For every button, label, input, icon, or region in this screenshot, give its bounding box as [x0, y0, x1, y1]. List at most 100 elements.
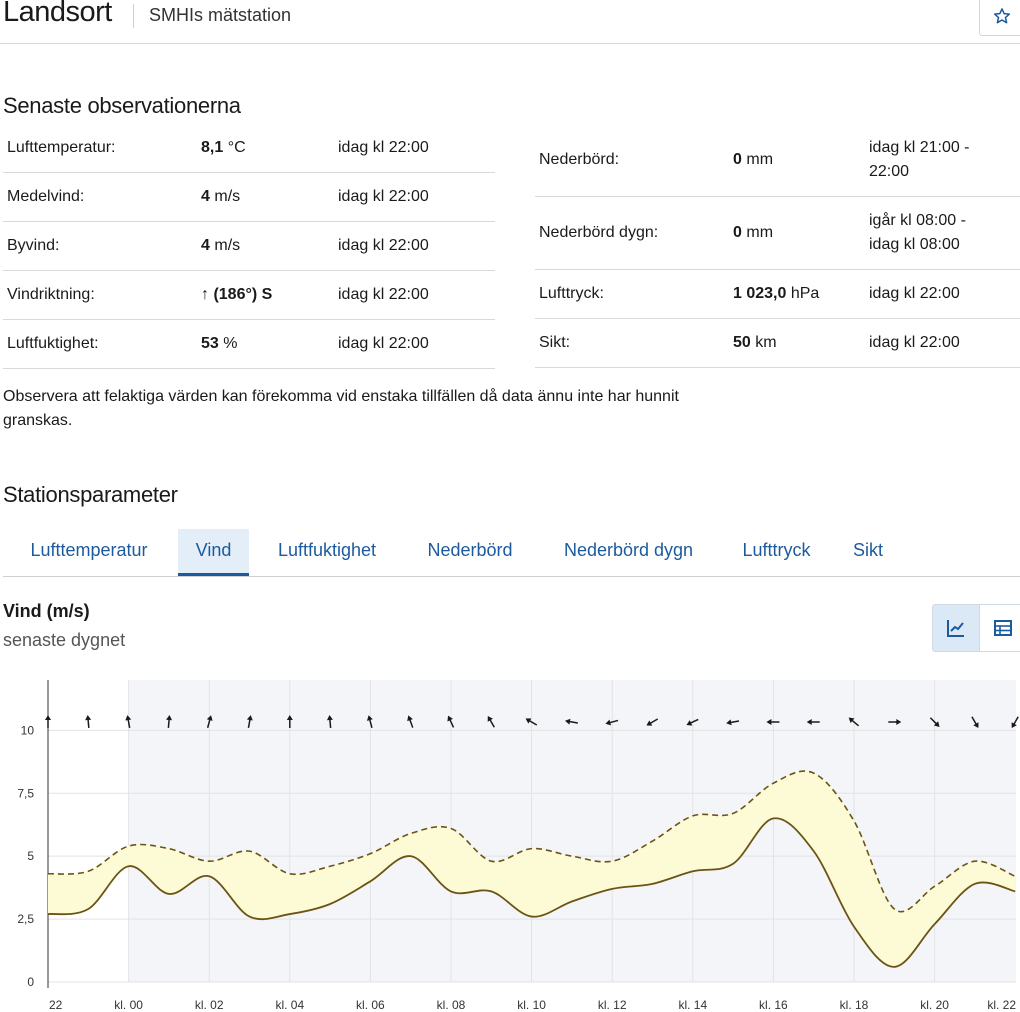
x-tick-label: kl. 22 — [987, 998, 1016, 1012]
wind-direction-arrow — [888, 719, 902, 725]
x-tick-label: kl. 10 — [517, 998, 546, 1012]
header-divider — [133, 4, 134, 28]
wind-direction-arrow — [206, 715, 213, 728]
observation-time: idag kl 21:00 - — [869, 139, 970, 156]
station-type-label: SMHIs mätstation — [149, 5, 292, 25]
observation-time: idag kl 22:00 — [338, 188, 429, 205]
observation-label: Medelvind: — [7, 188, 85, 205]
observation-row: Lufttryck: 1 023,0 hPa idag kl 22:00 — [535, 270, 1020, 319]
data-disclaimer: Observera att felaktiga värden kan förek… — [3, 388, 679, 429]
view-toggle — [932, 604, 1020, 652]
observation-row: Vindriktning: ↑ (186°) S idag kl 22:00 — [3, 271, 495, 320]
wind-direction-arrow — [85, 715, 92, 729]
observation-label: Nederbörd: — [539, 151, 620, 168]
observation-time: idag kl 22:00 — [338, 335, 429, 352]
x-tick-label: kl. 16 — [759, 998, 788, 1012]
chart-view-button[interactable] — [933, 605, 979, 651]
wind-direction-arrow — [1011, 716, 1019, 729]
wind-chart: 0 2,5 5 7,5 10 22 kl. 00 kl. 02 kl. 04 kl. 06 kl. … — [17, 680, 1019, 1012]
wind-band-area — [48, 771, 1016, 967]
wind-direction-arrow — [726, 719, 740, 726]
x-tick-label: kl. 18 — [840, 998, 869, 1012]
wind-direction-arrow — [525, 718, 538, 726]
wind-direction-arrow — [407, 715, 414, 728]
line-chart-icon — [947, 620, 964, 637]
gust-line — [47, 770, 1016, 913]
observation-label: Sikt: — [539, 334, 571, 351]
y-tick-label: 5 — [27, 849, 34, 863]
observation-value: 53 % — [201, 335, 238, 352]
wind-direction-arrow — [246, 715, 253, 729]
x-tick-label: kl. 06 — [356, 998, 385, 1012]
chart-subtitle: senaste dygnet — [3, 630, 126, 650]
y-tick-label: 2,5 — [17, 912, 34, 926]
wind-direction-arrow — [929, 717, 940, 727]
wind-direction-arrow — [487, 715, 495, 728]
wind-direction-arrow — [45, 715, 51, 728]
observation-label: Luftfuktighet: — [7, 335, 99, 352]
tab-nederbord-dygn[interactable]: Nederbörd dygn — [563, 540, 694, 560]
wind-direction-arrow — [806, 719, 820, 725]
wind-direction-arrow — [565, 718, 578, 725]
x-tick-label: 22 — [49, 998, 63, 1012]
wind-direction-arrow — [646, 718, 659, 726]
favorite-button[interactable] — [979, 0, 1020, 36]
observations-title: Senaste observationerna — [3, 93, 241, 118]
y-tick-label: 0 — [27, 975, 34, 989]
observation-label: Lufttryck: — [539, 285, 604, 302]
wind-direction-arrow — [326, 715, 333, 729]
x-tick-label: kl. 20 — [920, 998, 949, 1012]
x-tick-label: kl. 08 — [437, 998, 466, 1012]
x-tick-label: kl. 14 — [678, 998, 707, 1012]
observation-label: Vindriktning: — [7, 286, 95, 303]
wind-direction-arrow — [166, 715, 173, 729]
tab-nederbord[interactable]: Nederbörd — [427, 540, 513, 560]
tab-lufttemperatur[interactable]: Lufttemperatur — [30, 540, 148, 560]
wind-direction-arrow — [605, 719, 619, 726]
observation-label: Byvind: — [7, 237, 60, 254]
observation-label: Lufttemperatur: — [7, 139, 116, 156]
page-title: Landsort — [3, 0, 112, 28]
x-tick-label: kl. 12 — [598, 998, 627, 1012]
observation-value: 4 m/s — [201, 237, 241, 254]
observation-row: Sikt: 50 km idag kl 22:00 — [535, 319, 1020, 368]
chart-title: Vind (m/s) — [3, 601, 90, 621]
observation-row: Byvind: 4 m/s idag kl 22:00 — [3, 222, 495, 271]
wind-direction-arrow — [686, 718, 699, 726]
observation-value: 0 mm — [733, 151, 774, 168]
observation-time: idag kl 22:00 — [338, 286, 429, 303]
observation-row: Nederbörd: 0 mm idag kl 21:00 - 22:00 — [535, 124, 1020, 197]
wind-direction-arrow — [125, 715, 132, 729]
wind-direction-arrow — [766, 719, 780, 725]
x-tick-label: kl. 02 — [195, 998, 224, 1012]
tab-vind[interactable]: Vind — [178, 529, 249, 576]
station-header: Landsort SMHIs mätstation — [0, 0, 1020, 44]
observation-time: igår kl 08:00 - — [869, 212, 966, 229]
observation-value: 1 023,0 hPa — [733, 285, 820, 302]
observation-value: ↑ (186°) S — [201, 286, 273, 303]
observation-value: 4 m/s — [201, 188, 241, 205]
observation-time: idag kl 08:00 — [869, 236, 960, 253]
observation-row: Lufttemperatur: 8,1 °C idag kl 22:00 — [3, 124, 495, 173]
observation-time: 22:00 — [869, 163, 910, 180]
observation-label: Nederbörd dygn: — [539, 224, 659, 241]
observation-row: Nederbörd dygn: 0 mm igår kl 08:00 - idag k… — [535, 197, 1020, 270]
station-params-title: Stationsparameter — [3, 482, 178, 507]
wind-direction-arrow — [286, 715, 293, 728]
tab-lufttryck[interactable]: Lufttryck — [742, 540, 811, 560]
observation-value: 8,1 °C — [201, 139, 246, 156]
observation-time: idag kl 22:00 — [869, 334, 960, 351]
y-tick-label: 7,5 — [17, 786, 34, 800]
star-outline-icon — [993, 8, 1011, 24]
wind-direction-arrow — [848, 717, 860, 727]
table-icon — [994, 620, 1012, 636]
table-view-button[interactable] — [979, 605, 1020, 651]
observation-value: 0 mm — [733, 224, 774, 241]
observation-time: idag kl 22:00 — [869, 285, 960, 302]
observation-row: Medelvind: 4 m/s idag kl 22:00 — [3, 173, 495, 222]
tab-sikt[interactable]: Sikt — [852, 540, 883, 560]
wind-direction-arrow — [366, 715, 373, 728]
parameter-tabs: Lufttemperatur Vind Luftfuktighet Nederb… — [3, 529, 1020, 577]
mean-wind-line — [47, 817, 1016, 968]
tab-luftfuktighet[interactable]: Luftfuktighet — [277, 540, 377, 560]
